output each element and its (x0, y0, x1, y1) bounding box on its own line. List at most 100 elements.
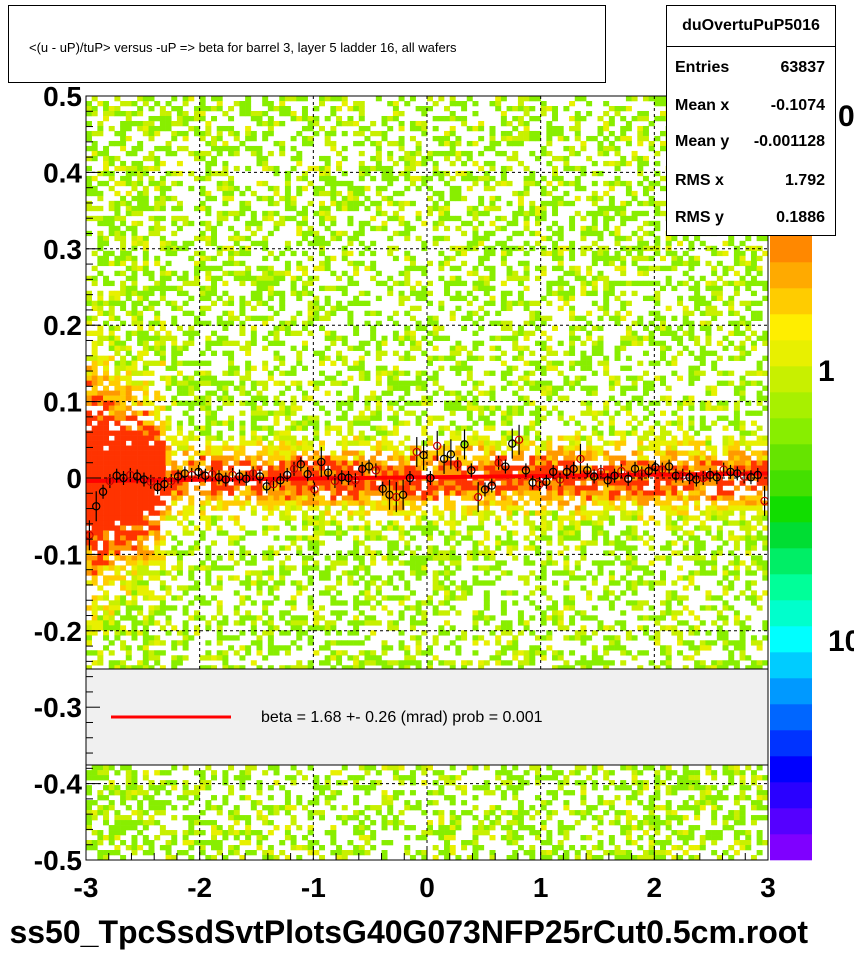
heatmap-cell (455, 350, 462, 356)
heatmap-cell (637, 125, 644, 132)
heatmap-cell (86, 315, 92, 321)
heatmap-cell (489, 125, 496, 132)
heatmap-cell (108, 125, 115, 132)
heatmap-cell (159, 470, 166, 476)
heatmap-cell (211, 225, 218, 232)
heatmap-cell (120, 280, 127, 287)
heatmap-cell (142, 335, 149, 341)
heatmap-cell (461, 470, 468, 476)
heatmap-cell (216, 395, 223, 401)
heatmap-cell (182, 300, 189, 307)
heatmap-cell (461, 170, 468, 177)
heatmap-cell (313, 240, 320, 247)
heatmap-cell (336, 460, 343, 466)
heatmap-cell (597, 255, 604, 262)
heatmap-cell (660, 380, 666, 386)
heatmap-cell (444, 235, 451, 242)
heatmap-cell (654, 115, 661, 122)
heatmap-cell (523, 270, 530, 277)
heatmap-cell (625, 300, 632, 307)
heatmap-cell (534, 265, 541, 272)
heatmap-cell (103, 495, 110, 501)
heatmap-cell (114, 130, 121, 137)
heatmap-cell (546, 125, 553, 132)
heatmap-cell (512, 300, 519, 307)
heatmap-cell (313, 120, 320, 127)
heatmap-cell (739, 500, 746, 506)
heatmap-cell (267, 270, 274, 277)
heatmap-cell (262, 270, 269, 277)
heatmap-cell (665, 345, 672, 351)
heatmap-cell (563, 455, 570, 461)
heatmap-cell (159, 160, 166, 167)
heatmap-cell (205, 490, 212, 496)
heatmap-cell (159, 425, 166, 431)
heatmap-cell (688, 395, 695, 401)
heatmap-cell (688, 480, 695, 486)
heatmap-cell (205, 430, 212, 436)
heatmap-cell (455, 225, 462, 232)
heatmap-cell (330, 485, 337, 491)
heatmap-cell (296, 230, 303, 237)
heatmap-cell (427, 400, 433, 406)
heatmap-cell (415, 305, 422, 312)
heatmap-cell (409, 340, 416, 346)
heatmap-cell (233, 150, 240, 157)
heatmap-cell (137, 455, 144, 461)
heatmap-cell (523, 445, 530, 451)
heatmap-cell (438, 220, 445, 227)
heatmap-cell (353, 455, 360, 461)
heatmap-cell (125, 350, 132, 356)
heatmap-cell (267, 265, 274, 272)
heatmap-cell (205, 400, 212, 406)
heatmap-cell (171, 195, 178, 202)
heatmap-cell (449, 500, 456, 506)
heatmap-cell (222, 350, 229, 356)
heatmap-cell (637, 460, 644, 466)
heatmap-cell (478, 260, 485, 267)
heatmap-cell (654, 495, 661, 501)
heatmap-cell (290, 400, 297, 406)
heatmap-cell (319, 265, 325, 272)
heatmap-cell (375, 355, 382, 361)
heatmap-cell (120, 135, 127, 142)
heatmap-cell (483, 290, 490, 297)
heatmap-cell (489, 490, 496, 496)
heatmap-cell (631, 190, 638, 197)
heatmap-cell (319, 220, 325, 227)
heatmap-cell (91, 355, 98, 361)
heatmap-cell (245, 100, 252, 107)
heatmap-cell (580, 215, 587, 222)
heatmap-cell (108, 500, 115, 506)
heatmap-cell (108, 395, 115, 401)
heatmap-cell (455, 470, 462, 476)
heatmap-cell (262, 385, 269, 391)
heatmap-cell (563, 290, 570, 297)
heatmap-cell (176, 275, 183, 282)
heatmap-cell (91, 440, 98, 446)
heatmap-cell (546, 105, 553, 112)
heatmap-cell (500, 430, 507, 436)
heatmap-cell (529, 380, 536, 386)
heatmap-cell (262, 160, 269, 167)
heatmap-cell (290, 445, 297, 451)
heatmap-cell (262, 470, 269, 476)
heatmap-cell (375, 96, 382, 102)
heatmap-cell (444, 480, 451, 486)
heatmap-cell (250, 130, 257, 137)
heatmap-cell (256, 150, 263, 157)
heatmap-cell (523, 165, 530, 172)
heatmap-cell (711, 365, 718, 371)
heatmap-cell (540, 150, 547, 157)
heatmap-cell (290, 450, 297, 456)
heatmap-cell (171, 470, 178, 476)
heatmap-cell (455, 140, 462, 147)
heatmap-cell (103, 440, 110, 446)
heatmap-cell (148, 205, 155, 212)
heatmap-cell (677, 420, 684, 426)
heatmap-cell (756, 395, 763, 401)
heatmap-cell (733, 255, 740, 262)
heatmap-cell (762, 235, 768, 242)
heatmap-cell (216, 505, 223, 511)
heatmap-cell (398, 465, 405, 471)
